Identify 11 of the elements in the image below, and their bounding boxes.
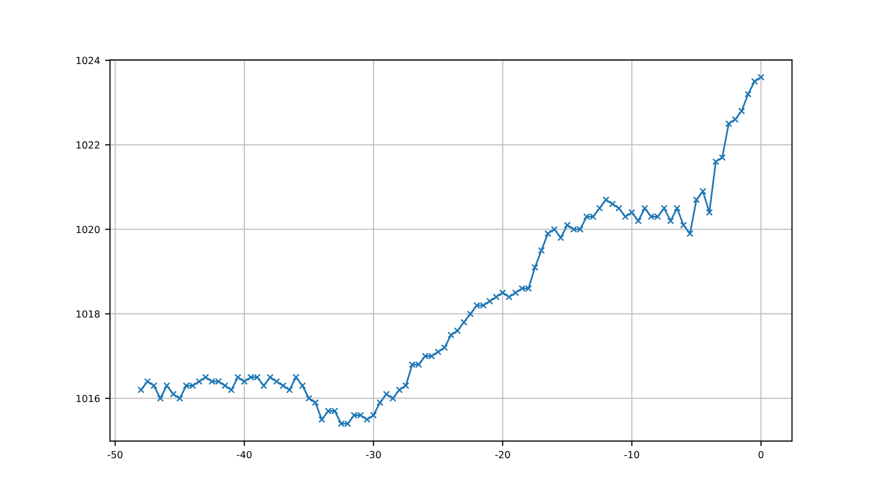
y-tick-label: 1018 bbox=[76, 310, 100, 318]
x-tick-label: -10 bbox=[624, 450, 640, 458]
y-tick-label: 1022 bbox=[76, 141, 100, 149]
y-tick-label: 1020 bbox=[76, 226, 100, 234]
x-tick-label: -40 bbox=[236, 450, 252, 458]
y-tick-label: 1024 bbox=[76, 56, 100, 64]
x-tick-label: -30 bbox=[366, 450, 381, 458]
y-tick-label: 1016 bbox=[76, 394, 100, 402]
x-tick-label: -50 bbox=[108, 450, 122, 458]
x-tick-label: -20 bbox=[495, 450, 510, 458]
x-tick-label: 0 bbox=[758, 450, 764, 458]
